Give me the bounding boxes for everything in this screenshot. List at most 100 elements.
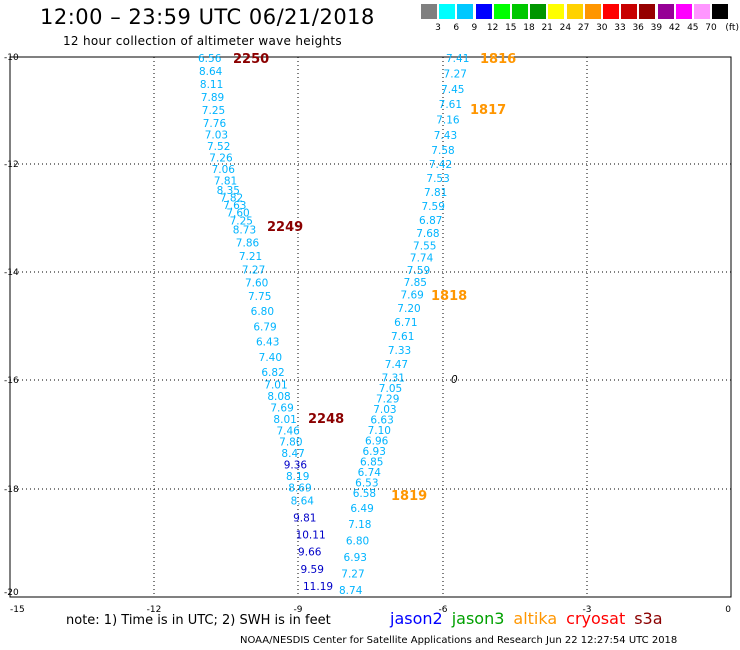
scale-swatch: [603, 4, 619, 19]
scale-swatch: [512, 4, 528, 19]
wave-height-value: 6.93: [363, 446, 386, 458]
wave-height-value: 7.80: [279, 437, 302, 449]
pass-label: 1819: [391, 489, 427, 504]
wave-height-value: 7.16: [436, 115, 460, 127]
map-frame: [9, 56, 732, 598]
scale-swatch: [421, 4, 437, 19]
wave-height-value: 8.47: [281, 448, 304, 460]
legend-altika: altika: [513, 609, 558, 628]
scale-label: 70: [705, 23, 717, 33]
wave-height-value: 7.86: [236, 238, 260, 250]
wave-height-value: 7.60: [245, 278, 268, 290]
wave-height-value: 7.69: [270, 402, 293, 414]
wave-height-value: 6.49: [350, 503, 373, 515]
wave-height-value: 7.01: [264, 380, 287, 392]
scale-swatch: [548, 4, 565, 19]
wave-height-value: 8.73: [233, 224, 256, 236]
scale-label: 3: [435, 23, 441, 33]
wave-height-value: 7.68: [416, 228, 439, 240]
legend-cryosat: cryosat: [566, 609, 626, 628]
scale-swatch: [712, 4, 729, 19]
wave-height-value: 7.59: [407, 265, 430, 277]
axis-labels: -15 -12 -9 -6 -3 0 -10 -12 -14 -16 -18 -20: [4, 53, 731, 615]
wave-height-value: 7.29: [376, 394, 399, 406]
wave-height-value: 6.58: [353, 488, 376, 500]
wave-height-value: 6.85: [360, 457, 383, 469]
wave-height-value: 7.46: [276, 425, 300, 437]
scale-swatch: [584, 4, 601, 19]
legend-s3a: s3a: [634, 609, 663, 628]
scale-swatch: [639, 4, 656, 19]
wave-height-value: 7.81: [214, 175, 237, 187]
wave-height-value: 7.42: [429, 159, 452, 171]
wave-height-value: 7.21: [239, 251, 262, 263]
pass-label: 2250: [233, 52, 269, 67]
wave-height-value: 7.60: [226, 208, 249, 220]
wave-height-value: 9.36: [284, 460, 308, 472]
wave-height-value: 9.59: [301, 564, 324, 576]
wave-height-value: 8.69: [288, 482, 311, 494]
wave-height-value: 8.08: [267, 391, 290, 403]
map-title: 12:00 – 23:59 UTC 06/21/2018: [40, 5, 375, 29]
wave-height-value: 6.82: [261, 367, 284, 379]
scale-swatch: [621, 4, 638, 19]
note-text: note: 1) Time is in UTC; 2) SWH is in fe…: [66, 613, 331, 628]
lat-tick-label: -16: [4, 376, 19, 386]
scale-swatch: [493, 4, 510, 19]
wave-height-value: 7.76: [203, 118, 227, 130]
altika-track: 7.41 7.27 7.45 7.61 7.16 7.43 7.58 7.42 7.53 7.81…: [339, 53, 469, 597]
scale-label: 21: [541, 23, 553, 33]
lon-tick-label: -9: [294, 605, 303, 615]
cryosat-track: 6.568.648.117.897.257.767.037.527.267.06…: [198, 53, 333, 593]
wave-height-value: 7.03: [373, 404, 396, 416]
wave-height-value: 7.27: [242, 264, 265, 276]
scale-swatch: [657, 4, 674, 19]
pass-label: 2248: [308, 412, 344, 427]
wave-height-value: 6.80: [346, 536, 369, 548]
scale-label: 36: [632, 23, 644, 33]
wave-height-value: 8.64: [199, 66, 223, 78]
wave-height-value: 7.40: [259, 352, 282, 364]
wave-height-value: 7.75: [248, 291, 271, 303]
wave-height-value: 7.47: [385, 359, 408, 371]
lat-tick-label: -18: [4, 485, 19, 495]
wave-height-value: 6.63: [370, 415, 393, 427]
lat-tick-label: -20: [4, 588, 19, 598]
wave-height-value: 7.10: [368, 425, 391, 437]
lon-tick-label: 0: [725, 605, 731, 615]
scale-label: 15: [505, 23, 517, 33]
wave-height-value: 7.26: [209, 152, 233, 164]
wave-height-value: 8.35: [217, 185, 240, 197]
wave-height-value: 7.61: [391, 331, 414, 343]
scale-label: 39: [650, 23, 663, 33]
scale-label: 6: [453, 23, 460, 33]
wave-height-value: 10.11: [296, 530, 326, 542]
wave-height-value: 7.18: [348, 519, 371, 531]
wave-height-value: 7.25: [202, 105, 225, 117]
wave-height-value: 7.74: [410, 253, 434, 265]
scale-swatch: [475, 4, 492, 19]
wave-height-value: 7.45: [441, 84, 464, 96]
scale-swatch: [530, 4, 547, 19]
wave-height-value: 8.11: [200, 79, 223, 91]
wave-height-value: 7.33: [388, 345, 411, 357]
lat-tick-label: -10: [4, 53, 19, 63]
map-subtitle: 12 hour collection of altimeter wave hei…: [63, 34, 342, 48]
wave-height-value: 7.31: [382, 373, 405, 385]
wave-height-value: 7.27: [444, 68, 467, 80]
wave-height-value: 7.59: [422, 201, 445, 213]
wave-height-value: 7.20: [397, 303, 420, 315]
wave-height-value: 9.66: [298, 547, 322, 559]
scale-label: 9: [471, 23, 478, 33]
wave-height-value: 6.71: [394, 317, 417, 329]
scale-label: 30: [596, 23, 608, 33]
wave-height-value: 7.06: [212, 164, 236, 176]
scale-unit: (ft): [725, 23, 739, 33]
scale-label: 33: [614, 23, 626, 33]
scale-swatch: [457, 4, 474, 19]
wave-height-value: 6.53: [355, 478, 378, 490]
wave-height-value: 6.80: [251, 306, 274, 318]
wave-height-value: 7.58: [431, 145, 454, 157]
footer-credit: NOAA/NESDIS Center for Satellite Applica…: [240, 635, 678, 646]
